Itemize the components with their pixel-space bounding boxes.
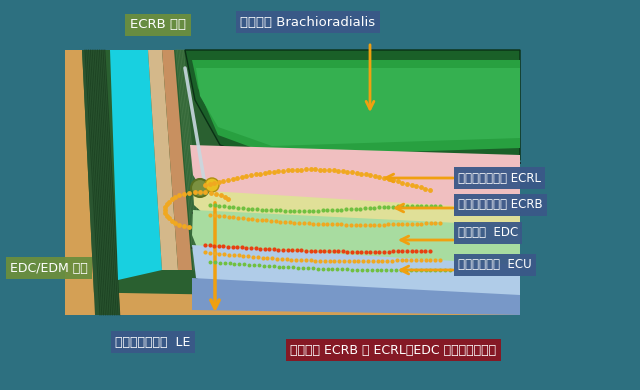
Text: 近位では ECRB は ECRL、EDC 深層を走行する: 近位では ECRB は ECRL、EDC 深層を走行する — [290, 344, 496, 356]
Polygon shape — [193, 190, 520, 228]
Text: 総指伸筋  EDC: 総指伸筋 EDC — [458, 227, 518, 239]
Circle shape — [205, 178, 219, 192]
Polygon shape — [148, 50, 178, 270]
Polygon shape — [185, 50, 520, 168]
Text: ECRB 付着: ECRB 付着 — [130, 18, 186, 32]
Polygon shape — [110, 50, 162, 280]
Polygon shape — [65, 50, 520, 315]
Text: 腕橈骨筋 Brachioradialis: 腕橈骨筋 Brachioradialis — [241, 16, 376, 28]
Polygon shape — [190, 145, 520, 218]
Polygon shape — [192, 245, 520, 298]
Text: 上腕骨外側上顆  LE: 上腕骨外側上顆 LE — [115, 335, 190, 349]
Polygon shape — [192, 278, 520, 315]
Polygon shape — [162, 50, 192, 270]
Polygon shape — [192, 60, 520, 156]
Polygon shape — [196, 68, 520, 146]
Polygon shape — [65, 292, 520, 315]
Circle shape — [191, 179, 209, 197]
Text: 短橈側手根伸筋 ECRB: 短橈側手根伸筋 ECRB — [458, 199, 543, 211]
Text: 尺側手根伸筋  ECU: 尺側手根伸筋 ECU — [458, 259, 532, 271]
Text: EDC/EDM 付着: EDC/EDM 付着 — [10, 262, 88, 275]
Polygon shape — [82, 50, 120, 315]
Polygon shape — [65, 50, 95, 315]
Polygon shape — [192, 210, 520, 272]
Text: 長橈側手根伸筋 ECRL: 長橈側手根伸筋 ECRL — [458, 172, 541, 184]
